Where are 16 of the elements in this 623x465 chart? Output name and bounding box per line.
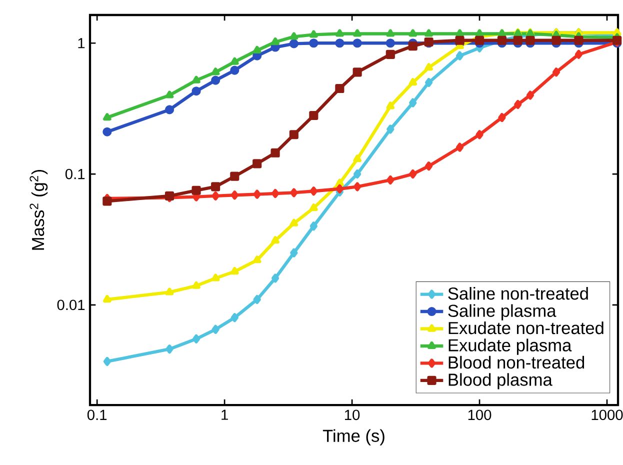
x-tick-label: 1000 — [592, 410, 623, 420]
y-tick-label: 0.1 — [65, 168, 85, 180]
legend-label: Exudate non-treated — [448, 321, 604, 334]
x-tick-label: 100 — [468, 410, 492, 420]
legend-label: Blood plasma — [448, 373, 552, 390]
x-tick-label: 10 — [344, 410, 360, 420]
x-tick-label: 1 — [222, 410, 228, 420]
y-axis-title: Mass$^{2}$ (g$^{2}$) — [30, 170, 48, 250]
y-tick-label: 0.01 — [57, 300, 85, 310]
x-axis-title: Time (s) — [322, 429, 384, 446]
y-tick-label: 1 — [78, 38, 85, 48]
legend-label: Blood non-treated — [448, 356, 584, 369]
legend-label: Saline non-treated — [448, 287, 588, 300]
x-tick-label: 0.1 — [87, 410, 107, 420]
legend-label: Saline plasma — [448, 304, 556, 320]
legend-label: Exudate plasma — [448, 338, 572, 355]
